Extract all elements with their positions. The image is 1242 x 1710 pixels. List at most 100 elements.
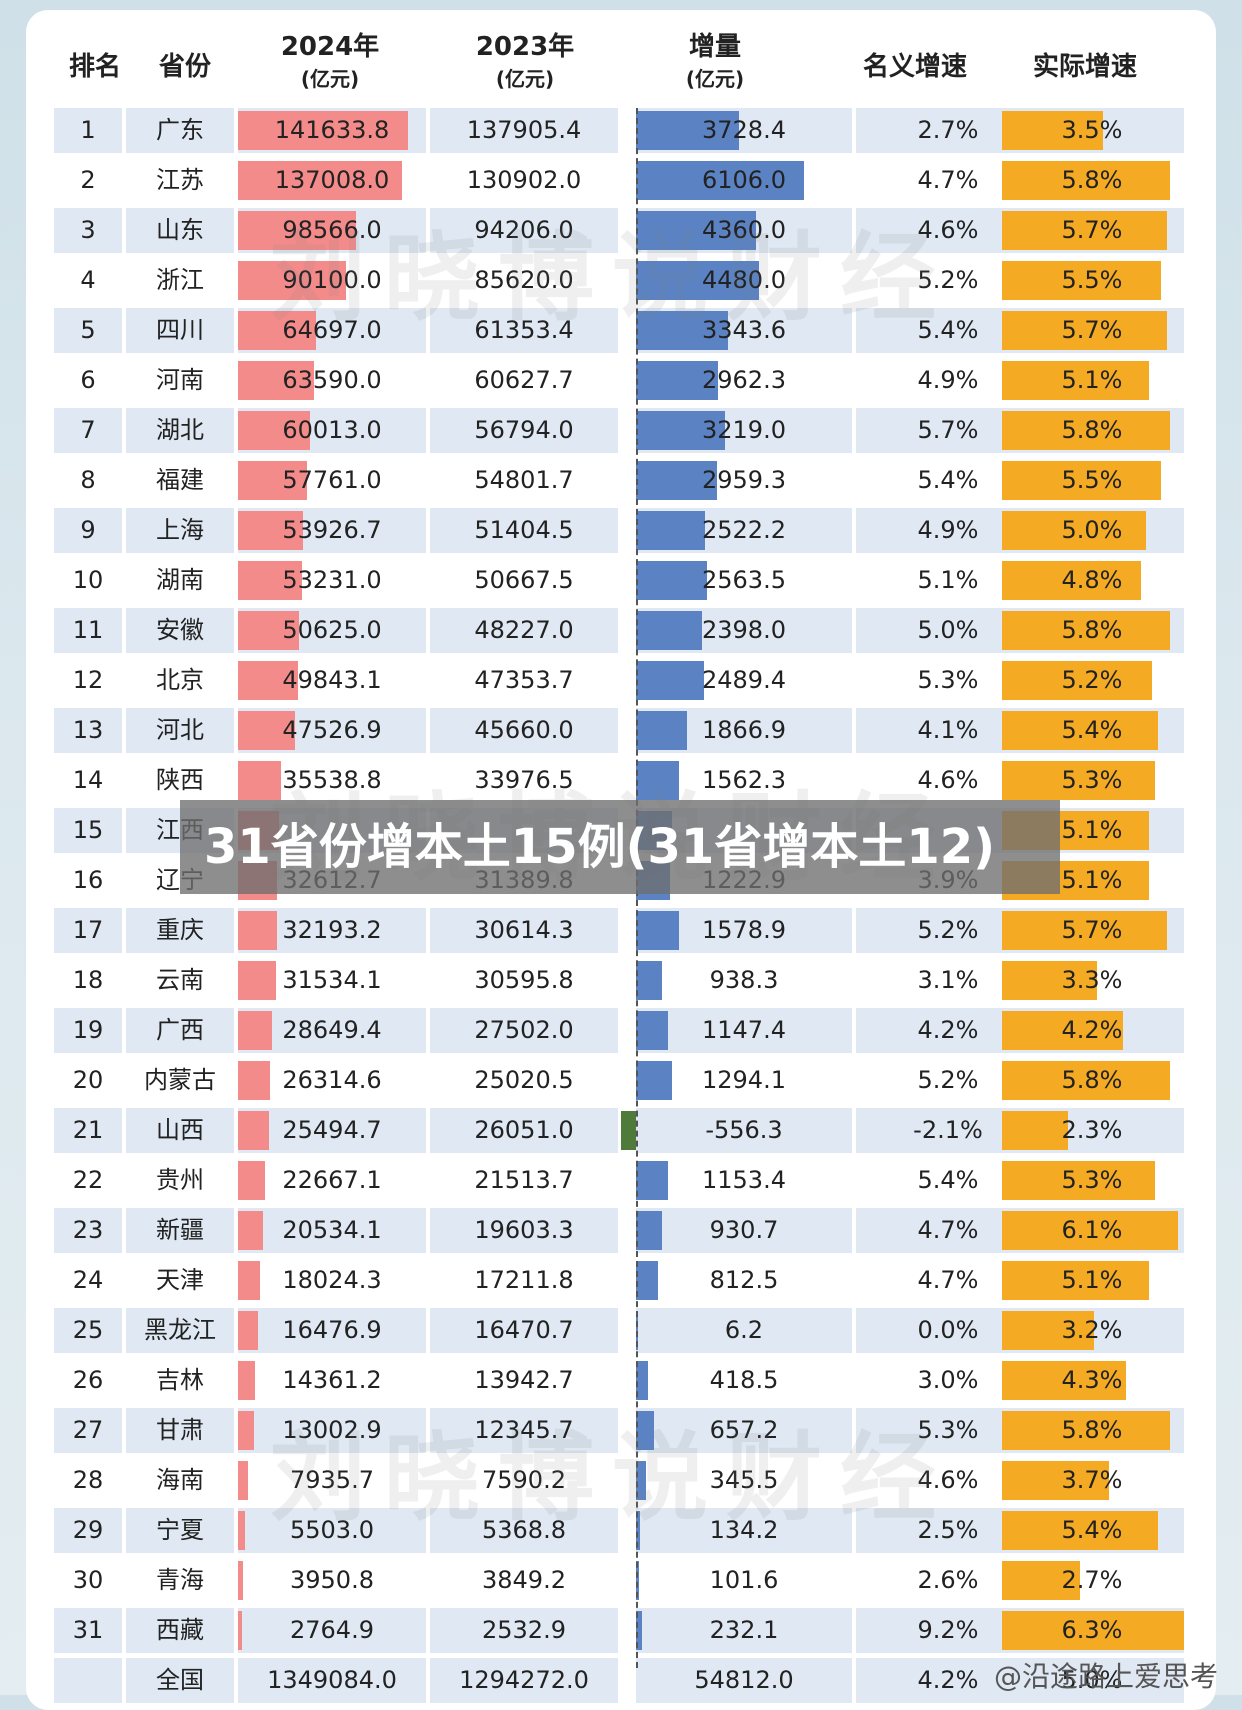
gdp2024-bar — [238, 211, 357, 250]
cell-real: 5.5% — [1061, 466, 1123, 494]
increase-bar — [636, 1611, 643, 1650]
cell-background — [430, 458, 618, 503]
gdp2024-bar — [238, 111, 408, 150]
real-growth-bar — [1002, 361, 1150, 400]
cell-background — [54, 358, 122, 403]
cell-nominal: 2.5% — [917, 1516, 979, 1544]
source-credit: @沿途路上爱思考 — [993, 1660, 1218, 1693]
cell-background — [430, 1158, 618, 1203]
cell-nominal: 2.6% — [917, 1566, 979, 1594]
increase-bar — [636, 961, 662, 1000]
cell-background — [430, 108, 618, 153]
cell-background — [54, 1258, 122, 1303]
cell-rank: 28 — [72, 1466, 104, 1494]
column-header: 实际增速 — [980, 30, 1190, 110]
cell-nominal: 0.0% — [917, 1316, 979, 1344]
real-growth-bar — [1002, 561, 1141, 600]
cell-gdp2023: 13942.7 — [474, 1366, 574, 1394]
cell-rank: 13 — [72, 716, 104, 744]
cell-province: 宁夏 — [156, 1516, 204, 1544]
cell-background — [238, 1208, 426, 1253]
cell-background — [430, 208, 618, 253]
cell-gdp2023: 47353.7 — [474, 666, 574, 694]
cell-real: 5.8% — [1061, 1416, 1123, 1444]
cell-background — [430, 508, 618, 553]
cell-gdp2024: 2764.9 — [290, 1616, 374, 1644]
cell-background — [54, 108, 122, 153]
cell-increase: 6.2 — [724, 1316, 764, 1344]
cell-background — [430, 558, 618, 603]
cell-rank: 2 — [80, 166, 96, 194]
cell-background — [54, 508, 122, 553]
cell-real: 5.4% — [1061, 1516, 1123, 1544]
cell-province: 黑龙江 — [144, 1316, 216, 1344]
cell-gdp2023: 12345.7 — [474, 1416, 574, 1444]
cell-background — [636, 1408, 852, 1453]
cell-background — [54, 808, 122, 853]
increase-bar — [636, 761, 679, 800]
cell-gdp2023: 94206.0 — [474, 216, 574, 244]
cell-rank: 16 — [72, 866, 104, 894]
cell-nominal: 4.7% — [917, 166, 979, 194]
gdp2024-bar — [238, 1111, 269, 1150]
real-growth-bar — [1002, 711, 1158, 750]
cell-province: 湖北 — [156, 416, 204, 444]
cell-background — [54, 1058, 122, 1103]
table-row: 8 福建 57761.0 54801.7 2959.3 5.4% 5.5% — [54, 458, 1188, 503]
column-header-title: 名义增速 — [862, 52, 967, 82]
cell-background — [126, 1508, 234, 1553]
cell-province: 江苏 — [156, 166, 204, 194]
column-header-unit: (亿元) — [300, 67, 360, 91]
cell-background — [430, 608, 618, 653]
cell-background — [54, 1208, 122, 1253]
increase-bar — [636, 511, 706, 550]
cell-province: 海南 — [156, 1466, 204, 1494]
cell-increase: 3343.6 — [702, 316, 786, 344]
cell-nominal: 5.2% — [917, 266, 979, 294]
gdp2024-bar — [238, 1511, 245, 1550]
gdp2024-bar — [238, 361, 315, 400]
cell-background — [238, 1558, 426, 1603]
cell-province: 全国 — [156, 1666, 204, 1694]
cell-increase: 3219.0 — [702, 416, 786, 444]
cell-nominal: 3.0% — [917, 1366, 979, 1394]
cell-background — [54, 758, 122, 803]
cell-province: 上海 — [156, 516, 204, 544]
cell-rank: 7 — [80, 416, 96, 444]
table-row: 1 广东 141633.8 137905.4 3728.4 2.7% 3.5% — [54, 108, 1188, 153]
real-growth-bar — [1002, 1411, 1170, 1450]
cell-background — [636, 1458, 852, 1503]
cell-province: 广西 — [156, 1016, 204, 1044]
gdp2024-bar — [238, 1411, 254, 1450]
cell-background — [430, 708, 618, 753]
cell-nominal: -2.1% — [913, 1116, 983, 1144]
gdp2024-bar — [238, 311, 316, 350]
cell-background — [126, 458, 234, 503]
cell-real: 5.7% — [1061, 316, 1123, 344]
cell-real: 5.2% — [1061, 666, 1123, 694]
cell-real: 5.7% — [1061, 216, 1123, 244]
cell-gdp2024: 98566.0 — [282, 216, 382, 244]
increase-bar — [636, 1261, 659, 1300]
gdp2024-bar — [238, 711, 296, 750]
cell-real: 5.7% — [1061, 916, 1123, 944]
cell-real: 5.3% — [1061, 766, 1123, 794]
cell-background — [54, 258, 122, 303]
cell-background — [430, 1458, 618, 1503]
cell-background — [126, 1608, 234, 1653]
gdp2024-bar — [238, 1161, 266, 1200]
cell-province: 贵州 — [156, 1166, 204, 1194]
cell-increase: 418.5 — [709, 1366, 779, 1394]
real-growth-bar — [1002, 1361, 1127, 1400]
overlay-banner: 31省份增本土15例(31省增本土12) — [180, 800, 1060, 894]
cell-gdp2023: 56794.0 — [474, 416, 574, 444]
cell-real: 3.2% — [1061, 1316, 1123, 1344]
table-row: 7 湖北 60013.0 56794.0 3219.0 5.7% 5.8% — [54, 408, 1188, 453]
gdp2024-bar — [238, 1311, 258, 1350]
gdp2024-bar — [238, 411, 311, 450]
cell-increase: 2489.4 — [702, 666, 786, 694]
cell-increase: -556.3 — [705, 1116, 783, 1144]
cell-gdp2024: 20534.1 — [282, 1216, 382, 1244]
cell-real: 6.3% — [1061, 1616, 1123, 1644]
cell-province: 浙江 — [156, 266, 204, 294]
